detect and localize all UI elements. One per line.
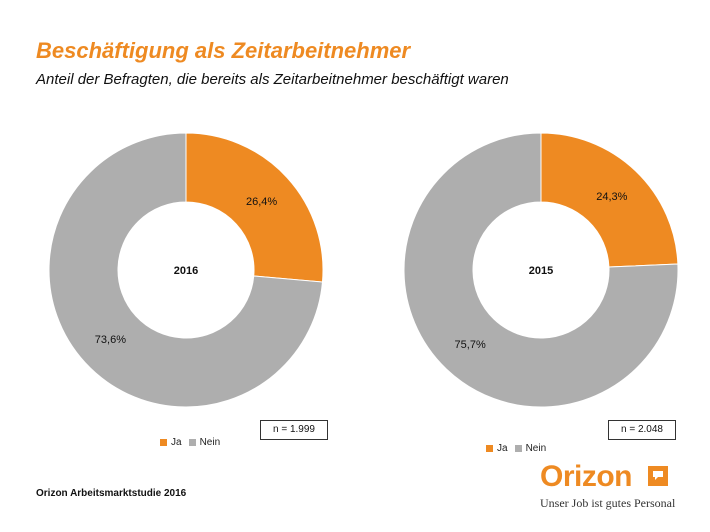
legend-label-ja: Ja [171, 437, 182, 448]
center-label-2015: 2015 [529, 265, 553, 277]
slice-ja-2015 [540, 132, 679, 268]
legend-2015: Ja Nein [486, 443, 546, 454]
legend-2016: Ja Nein [160, 437, 220, 448]
donut-chart-2015: 24,3% 75,7% 2015 [403, 132, 679, 408]
slice-ja-2016 [185, 132, 324, 283]
value-label-ja-2015: 24,3% [596, 191, 627, 203]
page-title: Beschäftigung als Zeitarbeitnehmer [36, 38, 411, 63]
legend-label-nein: Nein [199, 437, 221, 448]
source-footer: Orizon Arbeitsmarktstudie 2016 [36, 488, 187, 499]
sample-size-2015: n = 2.048 [608, 420, 676, 440]
legend-swatch-nein [188, 439, 196, 446]
page-subtitle: Anteil der Befragten, die bereits als Ze… [36, 71, 509, 88]
legend-label-nein: Nein [525, 443, 547, 454]
slice-nein-2016 [48, 132, 324, 408]
donut-chart-2016: 26,4% 73,6% 2016 [48, 132, 324, 408]
legend-label-ja: Ja [497, 443, 508, 454]
sample-size-2016: n = 1.999 [260, 420, 328, 440]
legend-swatch-nein [514, 445, 522, 452]
center-label-2016: 2016 [174, 265, 198, 277]
slice-nein-2015 [403, 132, 679, 408]
logo-slogan: Unser Job ist gutes Personal [540, 496, 676, 510]
orizon-logo: Orizon Unser Job ist gutes Personal [540, 460, 690, 518]
logo-mark-icon [648, 466, 668, 486]
legend-swatch-ja [160, 439, 167, 446]
value-label-nein-2016: 73,6% [95, 334, 126, 346]
legend-swatch-ja [486, 445, 493, 452]
value-label-nein-2015: 75,7% [455, 339, 486, 351]
value-label-ja-2016: 26,4% [246, 196, 277, 208]
logo-wordmark: Orizon [540, 460, 633, 493]
